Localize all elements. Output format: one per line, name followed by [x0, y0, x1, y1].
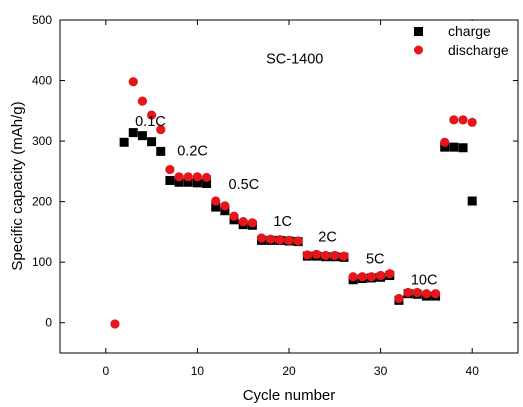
- annotation-label: 5C: [366, 251, 385, 267]
- legend-label-discharge: discharge: [448, 42, 509, 58]
- discharge-point: [376, 270, 386, 281]
- charge-point: [440, 142, 450, 152]
- charge-point: [202, 178, 212, 188]
- annotations: SC-1400 0.1C 0.2C 0.5C 1C 2C 5C 10C: [135, 52, 437, 289]
- axis-ticks: [60, 19, 518, 353]
- discharge-point: [275, 235, 285, 245]
- discharge-point: [174, 172, 184, 182]
- charge-point: [192, 178, 202, 188]
- discharge-point: [293, 236, 303, 246]
- discharge-point: [385, 269, 395, 279]
- discharge-point: [284, 235, 294, 245]
- legend-marker-charge: [414, 27, 423, 36]
- discharge-point: [330, 250, 340, 261]
- y-tick-label: 100: [32, 255, 52, 269]
- annotation-label: 2C: [318, 230, 337, 246]
- discharge-point: [128, 77, 138, 87]
- discharge-point: [238, 217, 248, 227]
- charge-point: [119, 137, 129, 147]
- discharge-point: [156, 124, 166, 135]
- charge-point: [211, 202, 221, 212]
- discharge-point: [229, 211, 239, 221]
- charge-point: [128, 128, 138, 138]
- discharge-point: [449, 115, 459, 125]
- y-tick-label: 400: [32, 74, 52, 88]
- annotation-label: 10C: [411, 273, 438, 289]
- annotation-label: 1C: [273, 214, 292, 230]
- charge-point: [165, 175, 175, 185]
- discharge-point: [311, 249, 322, 259]
- charge-point: [458, 143, 468, 153]
- charge-point: [156, 146, 166, 156]
- annotation-label: 0.1C: [135, 114, 166, 130]
- discharge-point: [247, 218, 257, 228]
- discharge-point: [192, 172, 202, 182]
- legend-box: [407, 21, 517, 62]
- discharge-point: [458, 115, 468, 125]
- y-tick-label: 0: [45, 316, 52, 330]
- y-tick-label: 300: [32, 134, 52, 148]
- discharge-point: [183, 172, 193, 182]
- discharge-point: [201, 172, 212, 183]
- discharge-point: [339, 251, 349, 261]
- annotation-label: 0.2C: [177, 144, 208, 160]
- discharge-point: [440, 137, 450, 147]
- annotation-label: 0.5C: [229, 177, 260, 193]
- discharge-point: [421, 289, 431, 299]
- legend: charge discharge: [407, 21, 517, 62]
- charge-point: [220, 206, 230, 216]
- discharge-point: [165, 164, 175, 175]
- charge-point: [137, 131, 147, 141]
- y-axis-title: Specific capacity (mAh/g): [9, 101, 26, 270]
- charge-point: [147, 137, 157, 147]
- legend-label-charge: charge: [448, 23, 491, 39]
- discharge-point: [256, 233, 267, 243]
- annotation-label: SC-1400: [266, 52, 323, 68]
- discharge-point: [110, 319, 120, 329]
- discharge-point: [403, 287, 413, 298]
- discharge-point: [147, 110, 157, 120]
- charge-point: [449, 142, 459, 152]
- charge-point: [467, 196, 477, 206]
- discharge-point: [266, 234, 276, 244]
- y-tick-label: 500: [32, 13, 52, 27]
- data-marks: [110, 77, 477, 329]
- series-discharge: [110, 77, 477, 329]
- discharge-point: [211, 196, 221, 206]
- x-tick-label: 40: [466, 364, 480, 378]
- discharge-point: [302, 250, 312, 260]
- discharge-point: [467, 117, 477, 127]
- discharge-point: [412, 287, 422, 298]
- plot-frame: [59, 19, 519, 354]
- x-tick-label: 0: [102, 364, 109, 378]
- discharge-point: [321, 250, 331, 261]
- discharge-point: [220, 201, 230, 211]
- charge-point: [174, 177, 184, 187]
- x-axis-title: Cycle number: [243, 387, 336, 404]
- legend-marker-discharge: [414, 45, 423, 55]
- x-tick-label: 20: [282, 364, 296, 378]
- discharge-point: [137, 96, 148, 106]
- x-tick-label: 30: [374, 364, 388, 378]
- discharge-point: [348, 272, 358, 282]
- charge-point: [183, 177, 193, 187]
- discharge-point: [357, 272, 367, 282]
- discharge-point: [366, 272, 377, 282]
- discharge-point: [430, 289, 441, 299]
- x-tick-label: 10: [191, 364, 205, 378]
- discharge-point: [394, 293, 404, 304]
- y-tick-label: 200: [32, 195, 52, 209]
